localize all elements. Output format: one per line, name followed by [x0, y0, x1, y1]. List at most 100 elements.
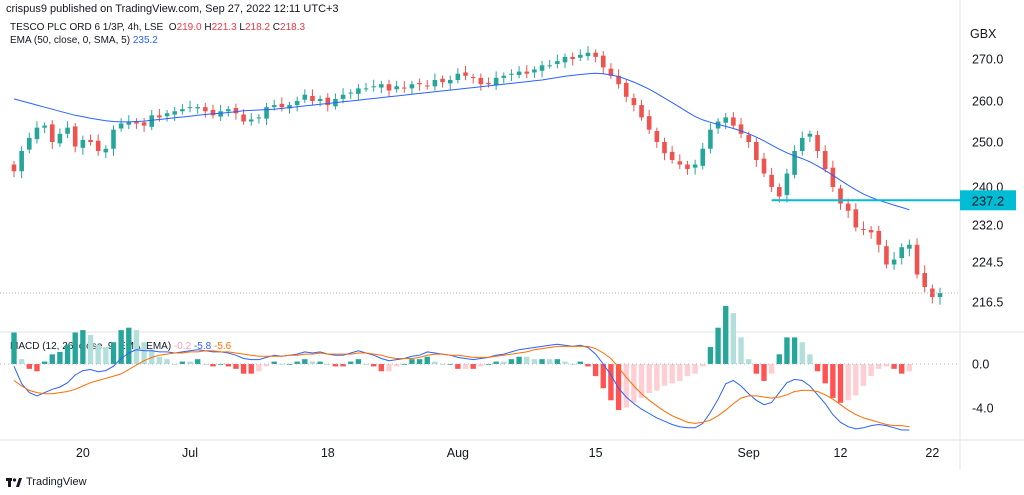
candle[interactable]	[792, 145, 797, 179]
candle[interactable]	[424, 80, 430, 90]
candle[interactable]	[402, 81, 407, 93]
candle[interactable]	[731, 112, 736, 129]
candle[interactable]	[838, 184, 843, 210]
candle[interactable]	[57, 128, 63, 147]
candle[interactable]	[440, 75, 445, 88]
candle[interactable]	[49, 120, 55, 149]
candle[interactable]	[754, 137, 759, 167]
candle[interactable]	[310, 89, 315, 106]
candle[interactable]	[210, 104, 216, 119]
candle[interactable]	[761, 152, 767, 178]
candle[interactable]	[271, 99, 277, 111]
candle[interactable]	[646, 109, 652, 135]
candle[interactable]	[455, 68, 461, 84]
candle[interactable]	[639, 99, 644, 121]
candle[interactable]	[738, 118, 744, 139]
candle[interactable]	[42, 122, 47, 133]
candle[interactable]	[807, 130, 813, 142]
candle[interactable]	[348, 89, 354, 99]
candle[interactable]	[371, 79, 376, 92]
candle[interactable]	[669, 146, 675, 164]
candle[interactable]	[72, 123, 78, 153]
candle[interactable]	[111, 125, 116, 156]
candle[interactable]	[853, 203, 859, 232]
candle[interactable]	[340, 88, 346, 104]
candle[interactable]	[225, 105, 231, 117]
candle[interactable]	[34, 121, 40, 144]
candle[interactable]	[547, 59, 552, 69]
candle[interactable]	[532, 66, 537, 78]
candle[interactable]	[195, 103, 200, 114]
candle[interactable]	[256, 114, 262, 124]
candle[interactable]	[593, 49, 598, 63]
candle[interactable]	[180, 103, 185, 115]
candle[interactable]	[937, 287, 943, 305]
candle[interactable]	[884, 239, 889, 269]
candle[interactable]	[784, 168, 790, 203]
candle[interactable]	[187, 100, 193, 113]
candle[interactable]	[379, 80, 384, 94]
candle[interactable]	[516, 66, 522, 79]
candle[interactable]	[524, 65, 530, 79]
candle[interactable]	[799, 131, 805, 156]
candle[interactable]	[409, 80, 415, 94]
candle[interactable]	[715, 118, 721, 134]
candle[interactable]	[914, 238, 920, 279]
candle[interactable]	[118, 118, 124, 132]
candle[interactable]	[447, 75, 453, 90]
candle[interactable]	[692, 159, 698, 175]
candle[interactable]	[822, 145, 828, 173]
candle[interactable]	[815, 130, 820, 158]
candle[interactable]	[623, 79, 629, 103]
candle[interactable]	[891, 251, 897, 270]
candle[interactable]	[302, 89, 308, 104]
candle[interactable]	[493, 71, 499, 90]
candle[interactable]	[172, 106, 178, 121]
candle[interactable]	[631, 93, 637, 112]
candle[interactable]	[600, 51, 606, 74]
candle[interactable]	[746, 131, 751, 148]
candle[interactable]	[562, 53, 568, 68]
candle[interactable]	[470, 73, 476, 84]
candle[interactable]	[11, 160, 17, 178]
candle[interactable]	[203, 102, 208, 118]
candle[interactable]	[868, 225, 874, 239]
candle[interactable]	[509, 69, 514, 82]
candle[interactable]	[325, 93, 331, 112]
candle[interactable]	[501, 72, 507, 84]
candle[interactable]	[134, 118, 139, 129]
candle[interactable]	[899, 243, 905, 265]
candle[interactable]	[19, 146, 24, 179]
candle[interactable]	[279, 97, 285, 112]
candle[interactable]	[700, 142, 706, 170]
candle[interactable]	[539, 60, 545, 78]
candle[interactable]	[922, 265, 927, 293]
candle[interactable]	[164, 110, 170, 122]
candle[interactable]	[570, 52, 575, 66]
candle[interactable]	[578, 49, 583, 62]
candle[interactable]	[654, 127, 660, 148]
candle[interactable]	[27, 132, 32, 154]
candle[interactable]	[608, 63, 614, 80]
candle[interactable]	[103, 145, 109, 159]
candle[interactable]	[363, 82, 369, 92]
candle[interactable]	[264, 102, 269, 125]
candle[interactable]	[930, 284, 935, 304]
candle[interactable]	[677, 154, 683, 170]
candle[interactable]	[248, 113, 254, 126]
candle[interactable]	[478, 73, 484, 91]
candle[interactable]	[769, 167, 774, 192]
candle[interactable]	[432, 73, 438, 91]
candle[interactable]	[333, 93, 338, 110]
candle[interactable]	[708, 123, 713, 154]
candle[interactable]	[141, 118, 147, 132]
candle[interactable]	[861, 221, 866, 236]
candle[interactable]	[88, 134, 93, 146]
candle[interactable]	[386, 79, 392, 98]
candle[interactable]	[65, 121, 70, 139]
candle[interactable]	[95, 134, 101, 156]
candle[interactable]	[585, 46, 591, 61]
chart-canvas[interactable]: GBX 270.0260.0250.0240.0232.0224.5216.50…	[0, 0, 1024, 470]
candle[interactable]	[555, 54, 560, 69]
candle[interactable]	[394, 80, 399, 93]
